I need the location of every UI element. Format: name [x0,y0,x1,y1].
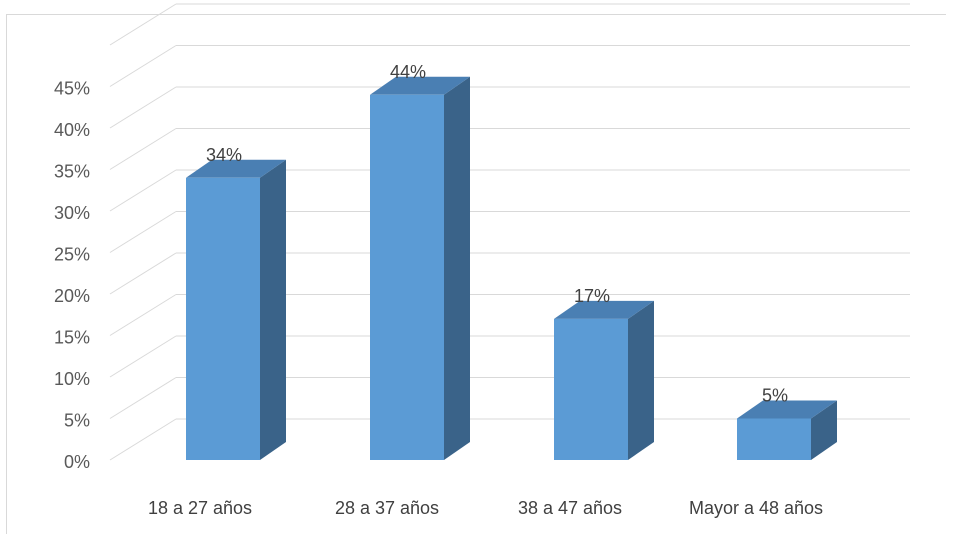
bar-top [370,76,470,95]
bar-side [260,159,286,461]
bar [186,177,260,461]
gridline-side [109,211,177,253]
x-tick-label: 18 a 27 años [148,498,252,518]
x-tick-label: 28 a 37 años [335,498,439,518]
bar-top [186,159,286,178]
gridline-side [109,418,177,461]
chart-frame [6,14,946,534]
y-tick-label: 25% [54,245,90,265]
bar-top [737,400,837,419]
y-tick-label: 10% [54,369,90,389]
bar [370,94,444,461]
bar-side [811,400,837,460]
y-tick-label: 0% [64,452,90,472]
data-label: 44% [390,62,426,82]
y-tick-label: 15% [54,328,90,348]
y-tick-label: 20% [54,286,90,306]
y-tick-label: 35% [54,162,90,182]
y-tick-label: 5% [64,411,90,431]
bar [737,418,811,460]
gridline-side [109,3,177,46]
y-tick-label: 45% [54,79,90,99]
data-label: 34% [206,145,242,165]
gridline-side [109,128,177,170]
gridline-side [109,252,177,295]
x-tick-label: 38 a 47 años [518,498,622,518]
y-tick-label: 40% [54,120,90,140]
gridline-side [109,335,177,378]
gridline-side [109,377,177,419]
x-tick-label: Mayor a 48 años [689,498,823,518]
data-label: 17% [574,286,610,306]
gridline-side [109,294,177,336]
bar-side [628,300,654,460]
data-label: 5% [762,386,788,406]
y-tick-label: 30% [54,203,90,223]
gridline-side [109,86,177,129]
gridline-side [109,169,177,212]
gridline-side [109,45,177,87]
bar-side [444,76,470,461]
bar-top [554,300,654,319]
bar [554,318,628,460]
